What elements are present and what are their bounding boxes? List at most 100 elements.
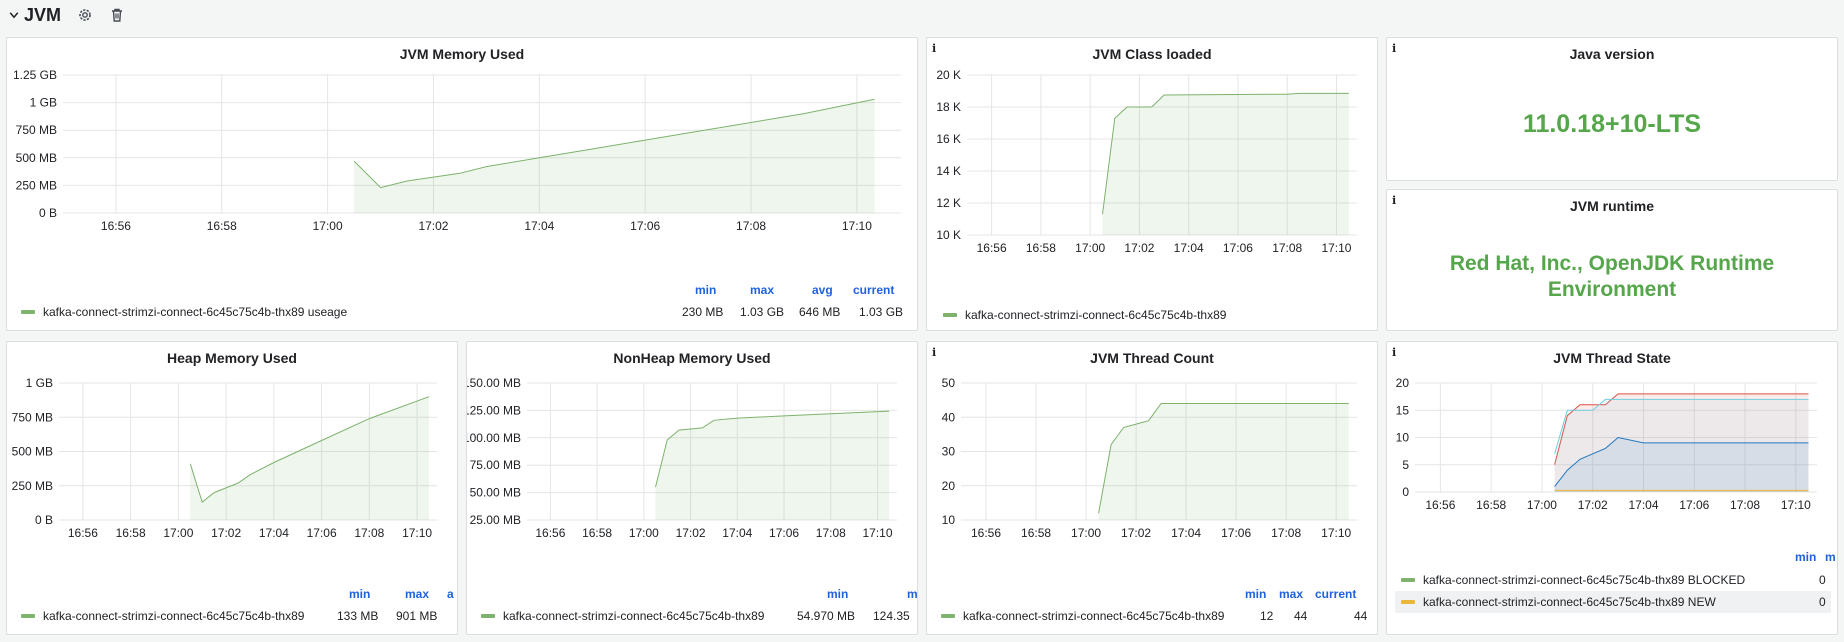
panel-title[interactable]: JVM Thread Count (1090, 350, 1214, 366)
panel-title[interactable]: JVM Memory Used (399, 46, 525, 62)
legend-item[interactable]: kafka-connect-strimzi-connect-6c45c75c4b… (943, 308, 1226, 322)
legend-series-label[interactable]: kafka-connect-strimzi-connect-6c45c75c4b… (1423, 573, 1746, 587)
series-line[interactable] (353, 98, 875, 189)
panel-jvm-thread-count[interactable]: i JVM Thread Count 10 20 30 40 50 16:56 16:58 1… (926, 341, 1378, 635)
legend-header-max[interactable]: max (750, 283, 775, 297)
y-tick-label: 500 MB (16, 151, 57, 165)
legend-header-min[interactable]: min (695, 283, 717, 297)
legend-series-label[interactable]: kafka-connect-strimzi-connect-6c45c75c4b… (43, 609, 305, 623)
legend-header-avg[interactable]: avg (812, 283, 833, 297)
panel-title[interactable]: JVM Thread State (1553, 350, 1671, 366)
info-icon[interactable]: i (1392, 194, 1397, 207)
class-loaded-chart[interactable]: 10 K 12 K 14 K 16 K 18 K 20 K 16:56 16:58 17:00 1… (927, 38, 1378, 331)
series-swatch (481, 614, 495, 618)
panel-title[interactable]: JVM Class loaded (1092, 46, 1212, 62)
legend-header-max[interactable]: max (1279, 587, 1304, 601)
series-line[interactable] (1554, 398, 1809, 454)
legend-header-min[interactable]: min (827, 587, 849, 601)
x-tick-label: 16:58 (207, 219, 237, 233)
legend-item[interactable]: kafka-connect-strimzi-connect-6c45c75c4b… (21, 609, 304, 623)
y-tick-label: 750 MB (12, 410, 53, 424)
legend-header-min[interactable]: min (1245, 587, 1267, 601)
series-line[interactable] (655, 410, 890, 488)
x-tick-label: 17:08 (1271, 526, 1301, 540)
gear-icon[interactable] (77, 7, 93, 23)
x-tick-label: 16:56 (101, 219, 131, 233)
y-tick-label: 25.00 MB (470, 513, 521, 527)
panel-title[interactable]: Java version (1569, 46, 1655, 62)
legend-item[interactable]: kafka-connect-strimzi-connect-6c45c75c4b… (941, 609, 1224, 623)
x-tick-label: 16:56 (971, 526, 1001, 540)
thread-state-chart[interactable]: 0 5 10 15 20 16:56 16:58 17:00 17:02 17:04 17:06 17… (1387, 342, 1838, 635)
y-tick-label: 18 K (936, 100, 961, 114)
x-tick-label: 16:58 (116, 526, 146, 540)
panel-jvm-thread-state[interactable]: i JVM Thread State 0 5 10 15 20 16:56 16:58 17:… (1386, 341, 1838, 635)
panel-heap-memory-used[interactable]: Heap Memory Used 0 B 250 MB 500 MB 750 MB 1 … (6, 341, 458, 635)
x-tick-label: 17:10 (402, 526, 432, 540)
series-line[interactable] (189, 396, 430, 504)
x-tick-label: 16:56 (535, 526, 565, 540)
info-icon[interactable]: i (1392, 346, 1397, 359)
x-tick-label: 17:04 (1628, 498, 1658, 512)
panel-jvm-runtime[interactable]: i JVM runtime Red Hat, Inc., OpenJDK Run… (1386, 189, 1838, 331)
legend-series-label[interactable]: kafka-connect-strimzi-connect-6c45c75c4b… (963, 609, 1225, 623)
panel-jvm-class-loaded[interactable]: i JVM Class loaded 10 K 12 K 14 K 16 K 18 K 2… (926, 37, 1378, 331)
y-tick-label: 75.00 MB (470, 458, 521, 472)
legend-series-label[interactable]: kafka-connect-strimzi-connect-6c45c75c4b… (43, 305, 348, 319)
legend-item-blocked[interactable]: kafka-connect-strimzi-connect-6c45c75c4b… (1401, 573, 1745, 587)
row-title[interactable]: JVM (24, 4, 62, 25)
series-swatch (941, 614, 955, 618)
legend-series-label[interactable]: kafka-connect-strimzi-connect-6c45c75c4b… (1423, 595, 1716, 609)
y-tick-label: 0 B (39, 206, 57, 220)
legend-header-current[interactable]: current (1315, 587, 1357, 601)
panel-title[interactable]: Heap Memory Used (167, 350, 297, 366)
legend-item[interactable]: kafka-connect-strimzi-connect-6c45c75c4b… (481, 609, 764, 623)
legend-header-max[interactable]: m (1825, 550, 1836, 564)
info-icon[interactable]: i (1392, 42, 1397, 55)
series-line[interactable] (1098, 403, 1349, 514)
x-tick-label: 17:04 (524, 219, 554, 233)
x-tick-label: 17:04 (259, 526, 289, 540)
legend-value-min: 0 (1819, 595, 1826, 609)
panel-jvm-memory-used[interactable]: JVM Memory Used 0 B 250 MB 500 MB 750 MB 1 G… (6, 37, 918, 331)
x-tick-label: 17:10 (1321, 241, 1351, 255)
panel-title[interactable]: JVM runtime (1569, 198, 1654, 214)
legend-item[interactable]: kafka-connect-strimzi-connect-6c45c75c4b… (21, 305, 347, 319)
thread-count-chart[interactable]: 10 20 30 40 50 16:56 16:58 17:00 17:02 17:04 17:06… (927, 342, 1378, 635)
panel-nonheap-memory-used[interactable]: NonHeap Memory Used 25.00 MB 50.00 MB 75.0… (466, 341, 918, 635)
memory-chart[interactable]: 0 B 250 MB 500 MB 750 MB 1 GB 1.25 GB 16:56 16:… (7, 38, 918, 331)
legend-item-new[interactable]: kafka-connect-strimzi-connect-6c45c75c4b… (1401, 595, 1716, 609)
runtime-value-line2: Environment (1547, 278, 1677, 301)
y-tick-label: 20 (942, 479, 956, 493)
legend-series-label[interactable]: kafka-connect-strimzi-connect-6c45c75c4b… (965, 308, 1227, 322)
legend-header-avg[interactable]: a (447, 587, 454, 601)
y-tick-label: 12 K (936, 196, 961, 210)
y-tick-label: 250 MB (12, 479, 53, 493)
x-tick-label: 17:06 (1679, 498, 1709, 512)
legend-value-max: 44 (1294, 609, 1308, 623)
y-tick-label: 16 K (936, 132, 961, 146)
y-tick-label: 10 K (936, 228, 961, 242)
panel-java-version[interactable]: i Java version 11.0.18+10-LTS (1386, 37, 1838, 181)
legend-header-min[interactable]: min (349, 587, 371, 601)
info-icon[interactable]: i (932, 346, 937, 359)
nonheap-chart[interactable]: 25.00 MB 50.00 MB 75.00 MB 100.00 MB 125.00 … (467, 342, 918, 635)
trash-icon[interactable] (109, 7, 125, 23)
legend-header-max[interactable]: max (405, 587, 430, 601)
heap-chart[interactable]: 0 B 250 MB 500 MB 750 MB 1 GB 16:56 16:58 17:00… (7, 342, 458, 635)
legend-header-current[interactable]: current (853, 283, 895, 297)
legend-header-min[interactable]: min (1795, 550, 1817, 564)
x-tick-label: 17:08 (1272, 241, 1302, 255)
x-tick-label: 16:56 (977, 241, 1007, 255)
x-tick-label: 17:06 (307, 526, 337, 540)
series-line[interactable] (1554, 436, 1809, 487)
x-tick-label: 16:58 (582, 526, 612, 540)
legend-header-max[interactable]: m (907, 587, 918, 601)
series-line[interactable] (1102, 92, 1349, 215)
legend-series-label[interactable]: kafka-connect-strimzi-connect-6c45c75c4b… (503, 609, 765, 623)
x-tick-label: 17:08 (1730, 498, 1760, 512)
y-tick-label: 1.25 GB (13, 68, 57, 82)
panel-title[interactable]: NonHeap Memory Used (613, 350, 771, 366)
chevron-down-icon[interactable] (8, 9, 20, 21)
info-icon[interactable]: i (932, 42, 937, 55)
